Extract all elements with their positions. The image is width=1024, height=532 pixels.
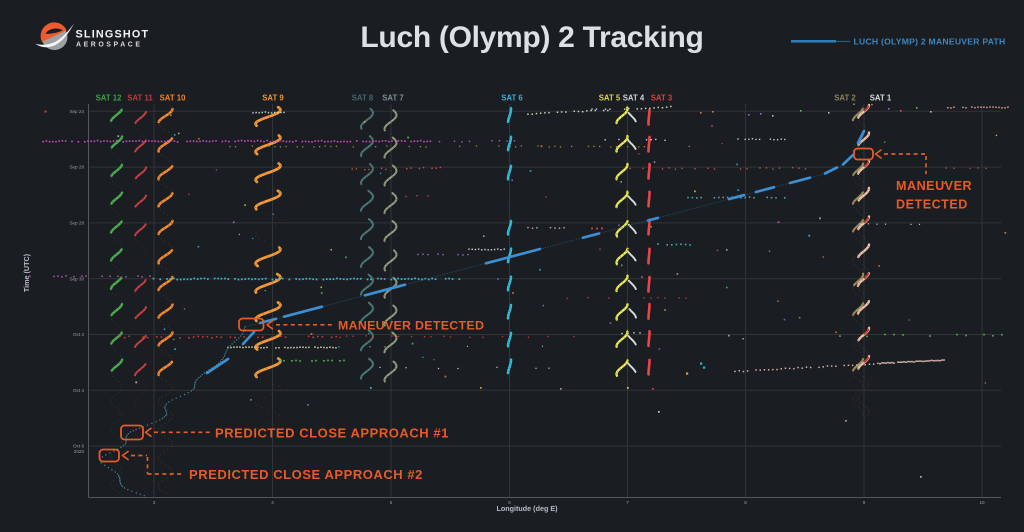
- svg-text:5: 5: [390, 500, 393, 505]
- svg-text:SAT 10: SAT 10: [160, 94, 187, 103]
- svg-text:SAT 11: SAT 11: [127, 94, 153, 103]
- svg-text:4: 4: [271, 500, 274, 505]
- svg-text:SAT 5: SAT 5: [599, 94, 621, 103]
- svg-text:Oct 2: Oct 2: [73, 332, 84, 337]
- svg-text:7: 7: [626, 500, 629, 505]
- svg-text:PREDICTED CLOSE APPROACH #2: PREDICTED CLOSE APPROACH #2: [189, 467, 423, 482]
- svg-text:MANEUVER: MANEUVER: [896, 179, 972, 193]
- svg-text:6: 6: [508, 500, 511, 505]
- svg-text:Sep 30: Sep 30: [69, 276, 84, 281]
- svg-text:AEROSPACE: AEROSPACE: [76, 42, 143, 49]
- svg-text:2023: 2023: [74, 449, 85, 454]
- svg-text:Time (UTC): Time (UTC): [22, 253, 31, 292]
- svg-text:SAT 6: SAT 6: [501, 94, 523, 103]
- svg-text:Oct 6: Oct 6: [73, 444, 84, 449]
- svg-text:Sep 24: Sep 24: [69, 109, 84, 114]
- svg-text:SAT 2: SAT 2: [834, 94, 856, 103]
- svg-text:Sep 28: Sep 28: [69, 221, 84, 226]
- svg-text:SAT 12: SAT 12: [96, 94, 123, 103]
- svg-text:SAT 3: SAT 3: [651, 94, 673, 103]
- svg-text:MANEUVER DETECTED: MANEUVER DETECTED: [338, 319, 484, 333]
- svg-text:SAT 7: SAT 7: [382, 94, 404, 103]
- svg-text:Sep 26: Sep 26: [69, 165, 84, 170]
- svg-text:Oct 4: Oct 4: [73, 388, 84, 393]
- svg-text:DETECTED: DETECTED: [896, 198, 968, 212]
- svg-text:SAT 9: SAT 9: [262, 94, 284, 103]
- svg-text:10: 10: [979, 500, 985, 505]
- svg-text:Longitude (deg E): Longitude (deg E): [496, 504, 558, 513]
- svg-text:SAT 8: SAT 8: [352, 94, 374, 103]
- svg-text:Luch (Olymp) 2 Tracking: Luch (Olymp) 2 Tracking: [360, 21, 703, 54]
- svg-text:SAT 1: SAT 1: [870, 94, 892, 103]
- svg-text:PREDICTED CLOSE APPROACH #1: PREDICTED CLOSE APPROACH #1: [215, 426, 449, 441]
- svg-text:9: 9: [863, 500, 866, 505]
- svg-text:LUCH (OLYMP) 2 MANEUVER PATH: LUCH (OLYMP) 2 MANEUVER PATH: [854, 36, 1006, 46]
- svg-text:3: 3: [153, 500, 156, 505]
- svg-text:8: 8: [744, 500, 747, 505]
- svg-text:SLINGSHOT: SLINGSHOT: [76, 29, 150, 41]
- svg-text:SAT 4: SAT 4: [623, 94, 645, 103]
